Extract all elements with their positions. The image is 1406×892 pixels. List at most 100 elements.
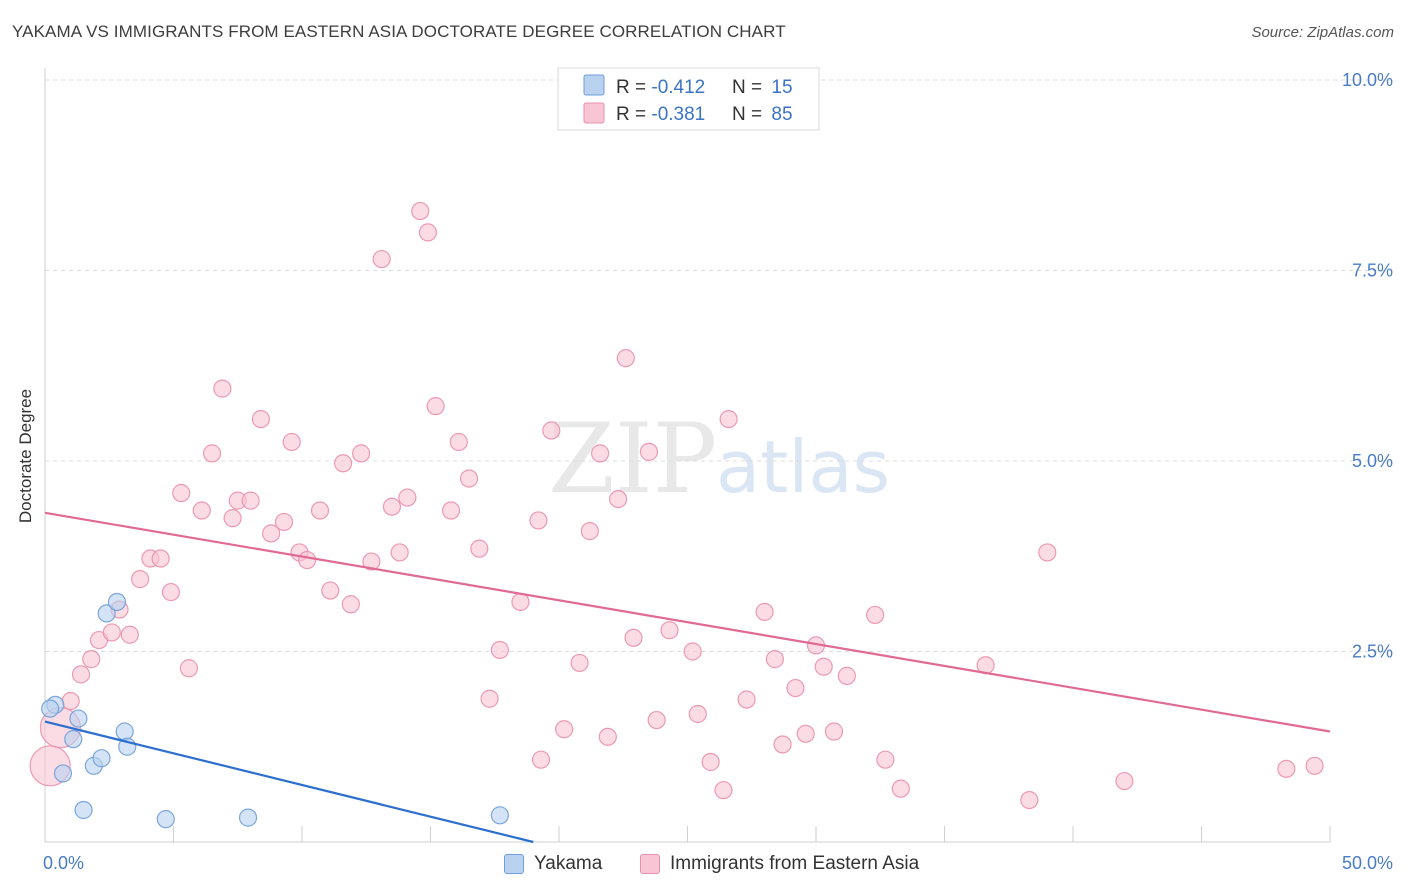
legend-n-yakama: N = 15 bbox=[732, 77, 793, 98]
y-tick-label: 5.0% bbox=[1352, 451, 1393, 471]
y-tick-label: 7.5% bbox=[1352, 261, 1393, 281]
yakama-point bbox=[53, 764, 73, 783]
yakama-point bbox=[97, 604, 116, 623]
eastasia-point bbox=[737, 690, 756, 709]
eastasia-point bbox=[120, 625, 139, 644]
eastasia-point bbox=[542, 421, 561, 440]
eastasia-point bbox=[616, 349, 635, 368]
eastasia-point bbox=[341, 595, 360, 614]
eastasia-point bbox=[701, 752, 720, 772]
eastasia-point bbox=[470, 539, 489, 558]
eastasia-point bbox=[372, 249, 391, 269]
eastasia-point bbox=[179, 659, 199, 678]
yakama-point bbox=[156, 810, 175, 829]
eastasia-point bbox=[411, 201, 430, 221]
legend-n-value: 15 bbox=[771, 77, 792, 98]
eastasia-point bbox=[251, 409, 270, 429]
eastasia-point bbox=[683, 642, 702, 661]
eastasia-point bbox=[765, 650, 784, 669]
yakama-point bbox=[41, 699, 60, 718]
source-label: Source: ZipAtlas.com bbox=[1251, 24, 1394, 41]
eastasia-point bbox=[202, 444, 222, 463]
eastasia-point bbox=[529, 511, 548, 530]
bottom-legend-eastasia: Immigrants from Eastern Asia bbox=[640, 850, 919, 878]
yakama-point bbox=[69, 709, 88, 728]
eastasia-point bbox=[647, 710, 666, 730]
bottom-legend-swatch-yakama bbox=[504, 854, 524, 874]
eastasia-point bbox=[310, 501, 330, 520]
legend-swatch-eastasia bbox=[583, 102, 605, 124]
legend-n-eastasia: N = 85 bbox=[732, 104, 793, 125]
yakama-point bbox=[238, 808, 258, 827]
eastasia-point bbox=[334, 454, 353, 473]
eastasia-point bbox=[591, 444, 610, 463]
eastasia-point bbox=[580, 522, 599, 541]
legend-r-value: -0.381 bbox=[651, 104, 705, 125]
legend-box: R = -0.412 N = 15 R = -0.381 N = 85 bbox=[557, 67, 820, 131]
eastasia-point bbox=[130, 570, 150, 589]
eastasia-point bbox=[814, 657, 833, 676]
yakama-point bbox=[74, 800, 93, 820]
eastasia-point bbox=[824, 722, 844, 741]
eastasia-point bbox=[480, 689, 499, 708]
chart-title: YAKAMA VS IMMIGRANTS FROM EASTERN ASIA D… bbox=[12, 22, 786, 41]
eastasia-point bbox=[82, 650, 101, 669]
eastasia-point bbox=[223, 509, 242, 528]
eastasia-point bbox=[418, 223, 438, 242]
eastasia-point bbox=[624, 628, 643, 647]
legend-r-label: R = bbox=[616, 77, 651, 98]
legend-n-label: N = bbox=[732, 77, 767, 98]
eastasia-point bbox=[639, 442, 659, 461]
y-tick-label: 2.5% bbox=[1352, 642, 1393, 662]
legend-row-eastasia: R = -0.381 bbox=[616, 104, 705, 125]
eastasia-point bbox=[531, 750, 551, 769]
eastasia-point bbox=[362, 552, 381, 571]
eastasia-point bbox=[449, 432, 468, 452]
eastasia-point bbox=[192, 501, 211, 520]
eastasia-point bbox=[773, 735, 792, 754]
eastasia-point bbox=[837, 666, 856, 685]
eastasia-point bbox=[511, 592, 530, 612]
trend-lines bbox=[44, 511, 1331, 844]
eastasia-point bbox=[714, 781, 733, 800]
eastasia-point bbox=[891, 779, 910, 798]
eastasia-point bbox=[459, 469, 479, 488]
yakama-point bbox=[490, 806, 509, 825]
eastasia-point bbox=[382, 497, 402, 516]
watermark-zip: ZIP bbox=[548, 403, 717, 515]
eastasia-point bbox=[688, 704, 707, 724]
grid bbox=[45, 79, 1392, 652]
y-tick-label: 10.0% bbox=[1342, 70, 1393, 90]
eastasia-point bbox=[398, 488, 417, 507]
yakama-trend-line bbox=[44, 720, 534, 844]
eastasia-point bbox=[241, 491, 260, 510]
bottom-legend-label-yakama: Yakama bbox=[534, 853, 603, 874]
eastasia-point bbox=[390, 543, 409, 562]
bottom-legend-swatch-eastasia bbox=[640, 854, 660, 874]
eastasia-point bbox=[321, 581, 340, 600]
eastasia-point bbox=[719, 409, 738, 429]
eastasia-point bbox=[1115, 771, 1134, 791]
yakama-point bbox=[115, 722, 134, 741]
legend-r-label: R = bbox=[616, 104, 651, 125]
eastasia-point bbox=[796, 724, 815, 743]
eastasia-point bbox=[1038, 543, 1057, 562]
yakama-point bbox=[107, 592, 127, 612]
bottom-legend-yakama: Yakama bbox=[504, 850, 602, 878]
eastasia-point bbox=[755, 602, 774, 621]
eastasia-point bbox=[61, 691, 80, 711]
eastasia-point bbox=[490, 640, 509, 660]
eastasia-point bbox=[213, 379, 232, 398]
eastasia-point bbox=[441, 501, 461, 520]
eastasia-trend-line bbox=[44, 511, 1331, 733]
legend-swatch-yakama bbox=[583, 74, 605, 96]
eastasia-point bbox=[609, 490, 628, 509]
tick-labels: 2.5% 5.0% 7.5% 10.0% 0.0% 50.0% bbox=[43, 70, 1393, 873]
eastasia-point bbox=[1277, 759, 1296, 778]
eastasia-point bbox=[866, 605, 885, 625]
legend-n-value: 85 bbox=[771, 104, 792, 125]
eastasia-point bbox=[102, 623, 121, 642]
eastasia-point bbox=[1020, 790, 1039, 810]
yakama-point bbox=[92, 749, 111, 768]
